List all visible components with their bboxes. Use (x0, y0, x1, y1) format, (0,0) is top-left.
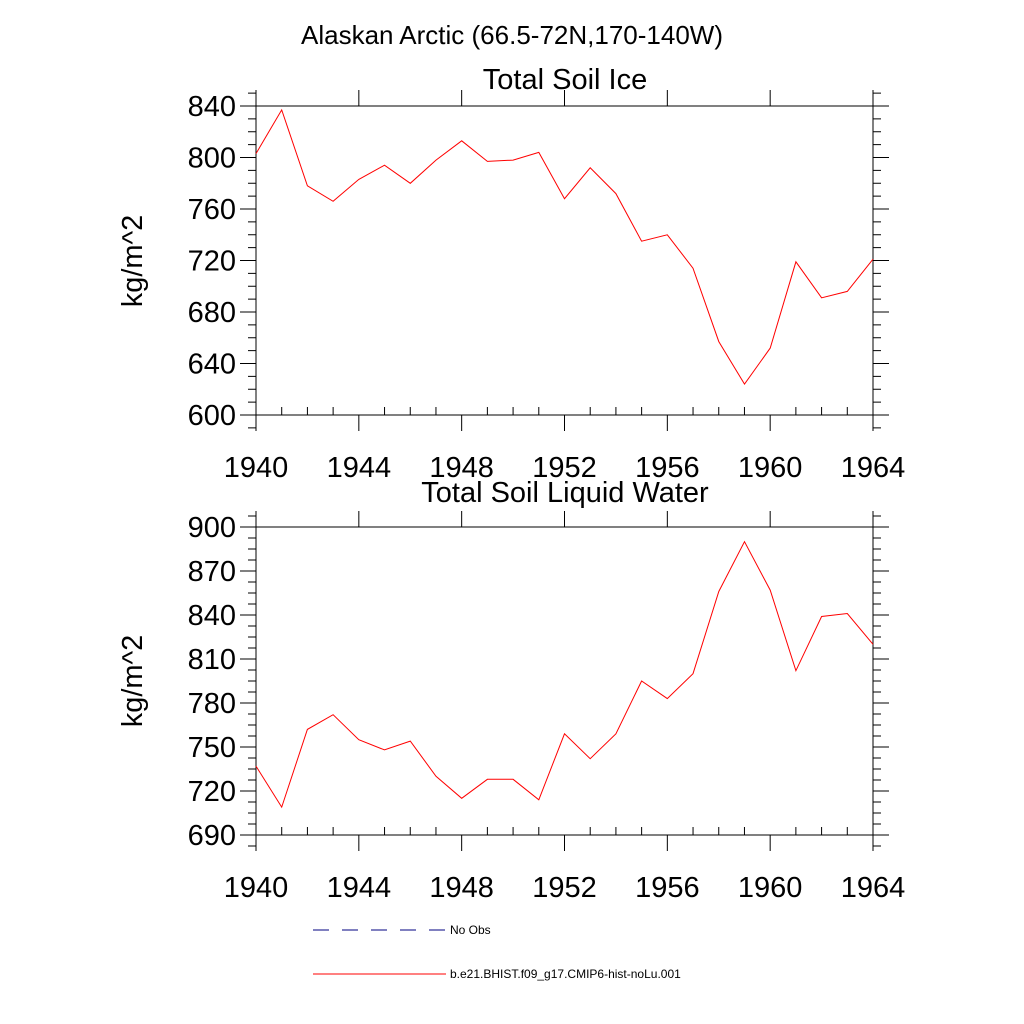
legend-obs-label: No Obs (450, 923, 491, 937)
series-line-model (255, 108, 874, 386)
panel-total-soil-liquid-water: Total Soil Liquid Water kg/m^2 1940 1944 1… (117, 477, 905, 904)
legend-model-label: b.e21.BHIST.f09_g17.CMIP6-hist-noLu.001 (450, 967, 681, 981)
series-line-model (255, 540, 874, 809)
legend: No Obs b.e21.BHIST.f09_g17.CMIP6-hist-no… (313, 923, 681, 981)
y-tick-label: 680 (188, 297, 236, 329)
y-tick-label: 640 (188, 349, 236, 381)
x-tick-label: 1956 (635, 452, 700, 484)
y-tick-label: 600 (188, 400, 236, 432)
y-tick-label: 840 (188, 600, 236, 632)
y-tick-label: 840 (188, 91, 236, 123)
y-tick-label: 780 (188, 688, 236, 720)
x-tick-label: 1956 (635, 872, 700, 904)
x-tick-label: 1948 (429, 452, 494, 484)
panel-title: Total Soil Liquid Water (421, 477, 709, 509)
y-tick-label: 750 (188, 732, 236, 764)
y-axis-label: kg/m^2 (117, 215, 149, 308)
x-tick-label: 1944 (327, 452, 392, 484)
x-tick-label: 1964 (841, 872, 906, 904)
x-tick-label: 1940 (224, 452, 289, 484)
x-tick-label: 1940 (224, 872, 289, 904)
y-tick-label: 720 (188, 776, 236, 808)
x-tick-label: 1964 (841, 452, 906, 484)
y-tick-label: 690 (188, 820, 236, 852)
panel-total-soil-ice: Total Soil Ice kg/m^2 1940 1944 1948 1952 19… (117, 64, 905, 484)
x-tick-label: 1960 (738, 872, 803, 904)
x-tick-label: 1944 (327, 872, 392, 904)
y-axis-label: kg/m^2 (117, 635, 149, 728)
x-tick-label: 1952 (532, 452, 597, 484)
x-tick-label: 1952 (532, 872, 597, 904)
y-tick-label: 800 (188, 143, 236, 175)
y-tick-label: 760 (188, 194, 236, 226)
x-tick-label: 1960 (738, 452, 803, 484)
figure-title: Alaskan Arctic (66.5-72N,170-140W) (301, 20, 723, 50)
x-tick-label: 1948 (429, 872, 494, 904)
y-tick-label: 870 (188, 556, 236, 588)
y-tick-label: 900 (188, 512, 236, 544)
y-tick-label: 720 (188, 246, 236, 278)
y-tick-label: 810 (188, 644, 236, 676)
